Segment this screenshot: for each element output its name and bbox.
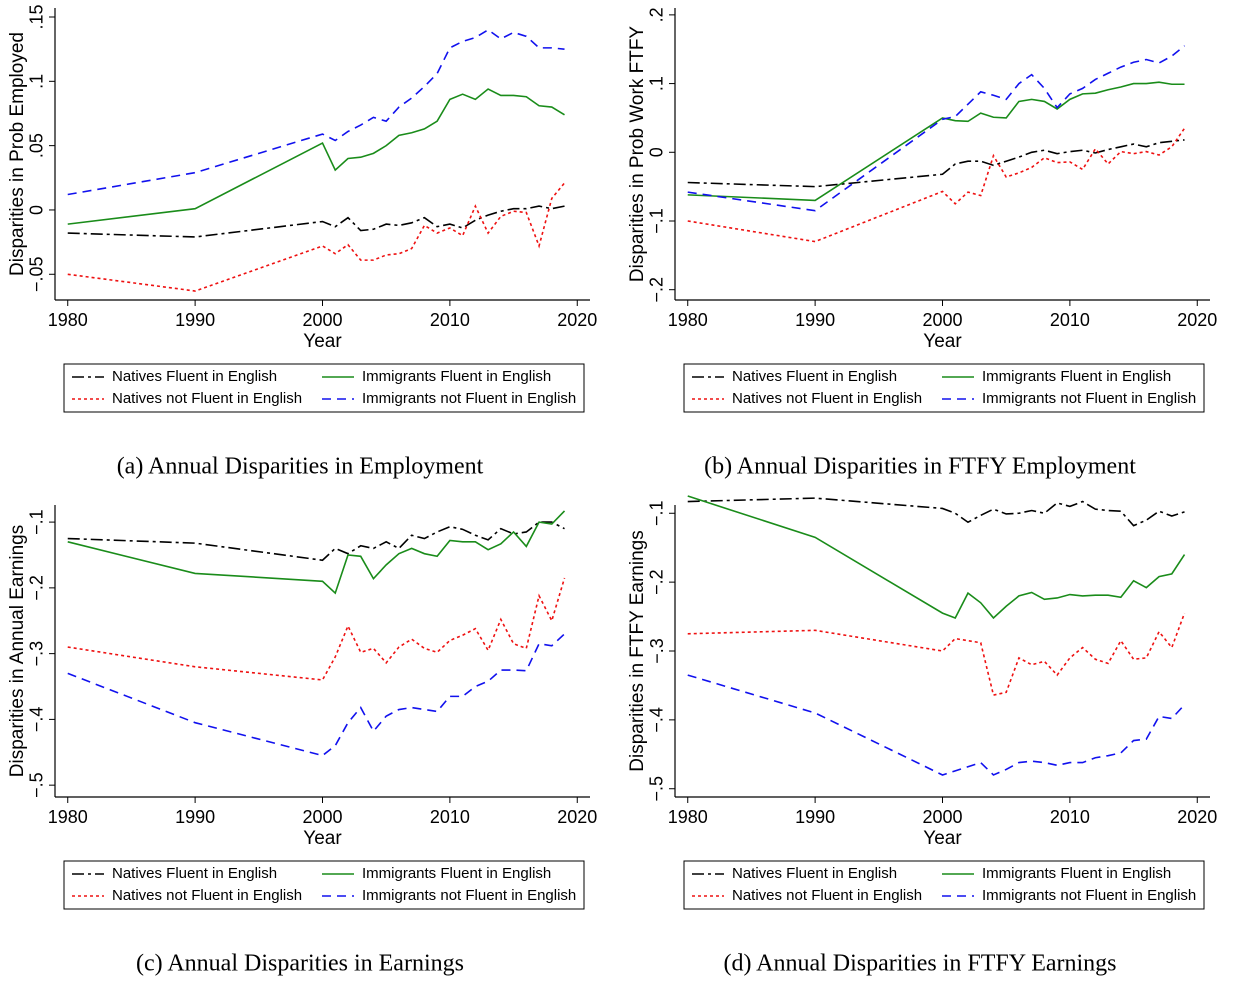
y-tick-label: −.05 <box>27 256 47 292</box>
x-tick-label: 2000 <box>302 310 342 330</box>
legend-label: Natives not Fluent in English <box>112 887 302 904</box>
series-line <box>67 633 566 757</box>
x-tick-label: 2010 <box>430 807 470 827</box>
legend-box <box>63 363 585 413</box>
caption: (b) Annual Disparities in FTFY Employmen… <box>704 454 1136 480</box>
legend-label: Natives Fluent in English <box>732 368 897 385</box>
x-axis-title: Year <box>303 331 342 352</box>
series-line <box>67 577 566 681</box>
y-tick-label: .05 <box>27 133 47 158</box>
x-axis-title: Year <box>923 828 962 849</box>
x-tick-label: 2020 <box>557 807 597 827</box>
legend-box <box>683 363 1205 413</box>
x-tick-label: 1980 <box>48 807 88 827</box>
x-axis-title: Year <box>923 331 962 352</box>
legend-label: Natives Fluent in English <box>112 368 277 385</box>
y-tick-label: −.5 <box>27 772 47 798</box>
caption: (a) Annual Disparities in Employment <box>117 454 484 480</box>
legend-label: Natives not Fluent in English <box>732 390 922 407</box>
legend-box <box>683 860 1205 910</box>
series-line <box>687 81 1185 202</box>
legend-label: Immigrants not Fluent in English <box>362 887 576 904</box>
series-line <box>67 88 565 225</box>
x-tick-label: 2020 <box>1177 310 1217 330</box>
y-axis-title: Disparities in Prob Work FTFY <box>627 26 648 283</box>
y-axis-title: Disparities in FTFY Earnings <box>627 530 648 771</box>
y-tick-label: −.1 <box>647 208 667 234</box>
x-tick-label: 1990 <box>175 310 215 330</box>
x-tick-label: 2000 <box>922 310 962 330</box>
x-tick-label: 2000 <box>302 807 342 827</box>
legend-label: Natives Fluent in English <box>112 865 277 882</box>
y-tick-label: −.1 <box>647 500 667 526</box>
y-tick-label: −.1 <box>27 509 47 535</box>
x-tick-label: 2020 <box>557 310 597 330</box>
x-tick-label: 1990 <box>795 807 835 827</box>
x-tick-label: 1980 <box>668 807 708 827</box>
y-tick-label: −.5 <box>647 776 667 802</box>
x-tick-label: 1990 <box>795 310 835 330</box>
y-axis-title: Disparities in Prob Employed <box>7 32 28 276</box>
x-axis-title: Year <box>303 828 342 849</box>
legend-box <box>63 860 585 910</box>
x-tick-label: 2010 <box>430 310 470 330</box>
y-tick-label: .2 <box>647 7 667 22</box>
x-tick-label: 1990 <box>175 807 215 827</box>
legend-label: Immigrants Fluent in English <box>362 368 551 385</box>
series-line <box>687 495 1186 620</box>
legend-label: Natives not Fluent in English <box>112 390 302 407</box>
y-tick-label: −.2 <box>27 575 47 601</box>
legend-label: Natives not Fluent in English <box>732 887 922 904</box>
series-line <box>67 28 565 196</box>
legend-label: Immigrants not Fluent in English <box>982 390 1196 407</box>
legend-label: Immigrants Fluent in English <box>982 865 1171 882</box>
legend-label: Immigrants Fluent in English <box>362 865 551 882</box>
series-line <box>67 182 566 292</box>
y-tick-label: 0 <box>27 205 47 215</box>
x-tick-label: 1980 <box>668 310 708 330</box>
y-tick-label: −.2 <box>647 569 667 595</box>
legend-label: Natives Fluent in English <box>732 865 897 882</box>
series-line <box>67 521 565 562</box>
series-line <box>687 497 1185 527</box>
y-tick-label: .1 <box>27 74 47 89</box>
caption: (d) Annual Disparities in FTFY Earnings <box>723 951 1116 977</box>
y-tick-label: .1 <box>647 76 667 91</box>
series-line <box>687 127 1186 243</box>
y-tick-label: −.4 <box>647 707 667 733</box>
y-axis-title: Disparities in Annual Earnings <box>7 525 28 777</box>
y-tick-label: −.2 <box>647 277 667 303</box>
legend-label: Immigrants not Fluent in English <box>362 390 576 407</box>
legend-label: Immigrants Fluent in English <box>982 368 1171 385</box>
y-tick-label: .15 <box>27 4 47 29</box>
y-tick-label: 0 <box>647 147 667 157</box>
caption: (c) Annual Disparities in Earnings <box>136 951 464 977</box>
y-tick-label: −.4 <box>27 707 47 733</box>
x-tick-label: 2020 <box>1177 807 1217 827</box>
x-tick-label: 2010 <box>1050 807 1090 827</box>
y-tick-label: −.3 <box>647 638 667 664</box>
x-tick-label: 2000 <box>922 807 962 827</box>
x-tick-label: 2010 <box>1050 310 1090 330</box>
series-line <box>687 674 1186 776</box>
series-line <box>687 612 1186 697</box>
y-tick-label: −.3 <box>27 641 47 667</box>
series-line <box>687 139 1185 188</box>
legend-label: Immigrants not Fluent in English <box>982 887 1196 904</box>
series-line <box>67 510 566 595</box>
series-line <box>687 45 1186 212</box>
x-tick-label: 1980 <box>48 310 88 330</box>
series-line <box>67 205 565 238</box>
